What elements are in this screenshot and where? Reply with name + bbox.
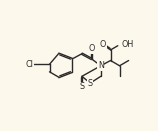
Text: Cl: Cl (25, 60, 33, 69)
Text: N: N (98, 61, 104, 70)
Text: O: O (88, 44, 95, 53)
Text: S: S (79, 82, 85, 91)
Text: O: O (100, 40, 106, 49)
Text: OH: OH (122, 40, 134, 49)
Text: S: S (88, 79, 93, 88)
